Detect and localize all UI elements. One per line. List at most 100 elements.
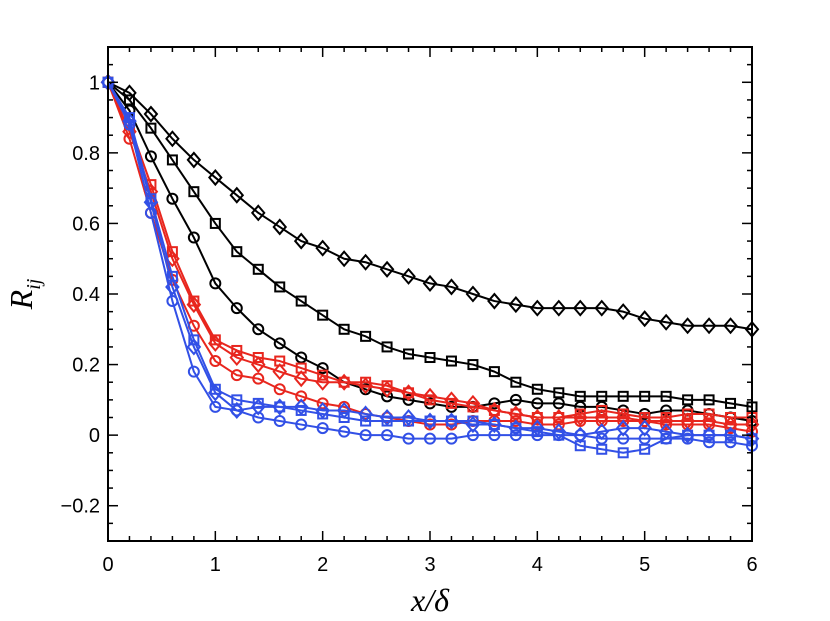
data-point-black-square [660,390,672,402]
data-point-blue-square [639,443,651,455]
data-point-black-square [467,359,479,371]
x-tick-label: 4 [532,554,543,576]
x-tick-label: 5 [639,554,650,576]
x-tick-label: 1 [210,554,221,576]
data-point-red-square [553,412,565,423]
data-point-blue-circle [295,418,308,431]
series-line-red-diamond [107,81,752,426]
data-point-black-square [574,390,586,402]
data-point-red-diamond [293,370,309,388]
data-point-black-circle [273,337,286,350]
data-point-blue-square [338,412,350,423]
data-point-red-square [424,394,436,406]
data-point-black-square [639,390,651,402]
data-point-red-square [317,369,329,381]
data-point-black-circle [144,150,157,163]
data-point-black-diamond [422,274,438,292]
data-point-blue-square [703,429,715,441]
data-point-red-square [467,401,479,413]
data-point-blue-circle [466,429,479,442]
data-point-black-circle [488,397,501,410]
data-point-blue-square [725,429,737,441]
y-axis-label-subscript: ij [23,278,45,290]
data-point-red-diamond [422,387,438,405]
data-point-blue-circle [595,432,608,445]
data-point-blue-circle [552,429,565,442]
data-point-black-square [231,246,243,258]
data-point-black-diamond [465,285,481,303]
data-point-blue-circle [574,429,587,442]
data-point-blue-circle [402,432,415,445]
data-point-blue-circle [703,436,716,449]
series-black-circle [102,76,758,428]
data-point-black-circle [230,302,243,315]
data-point-black-square [510,376,522,388]
data-point-red-circle [660,418,673,431]
data-point-blue-square [274,401,286,413]
data-point-black-circle [252,323,265,336]
y-tick-labels: −0.2 0 0.2 0.4 0.6 0.8 1 [61,72,100,517]
data-point-black-square [252,263,264,275]
data-point-red-square [209,334,221,346]
data-point-blue-circle [166,295,179,308]
data-point-black-square [166,154,178,166]
data-point-blue-square [510,422,522,434]
data-point-black-diamond [658,313,674,331]
data-point-black-square [424,352,436,364]
data-point-black-square [381,341,393,353]
data-point-red-square [725,412,737,423]
data-point-black-diamond [336,250,352,268]
series-layer [100,73,760,459]
data-point-blue-circle [445,432,458,445]
data-point-black-diamond [508,296,524,314]
data-point-black-square [317,309,329,321]
data-point-black-diamond [680,317,695,335]
data-point-red-square [295,362,307,374]
data-point-blue-circle [509,429,522,442]
data-point-blue-circle [488,429,501,442]
data-point-red-circle [252,372,265,385]
data-point-red-square [231,344,243,356]
data-point-black-square [445,355,457,367]
data-point-blue-circle [424,432,436,445]
data-point-red-square [381,380,393,392]
data-point-red-square [510,408,522,420]
y-axis-label-main: R [3,289,39,310]
data-point-blue-square [360,415,372,427]
data-point-blue-square [381,415,393,427]
data-point-black-square [295,295,307,307]
data-point-black-diamond [701,317,717,335]
data-point-red-circle [617,415,630,428]
data-point-blue-square [252,397,264,409]
data-point-black-diamond [723,317,738,335]
data-point-red-square [188,295,200,307]
data-point-blue-circle [638,432,651,445]
data-point-red-square [596,404,608,416]
data-point-red-circle [273,383,286,396]
data-point-black-square [488,366,500,378]
data-point-black-square [596,390,608,402]
data-point-blue-square [574,440,586,452]
y-tick-label: 0.2 [72,355,100,377]
data-point-black-diamond [615,303,631,321]
data-point-red-diamond [272,363,288,381]
data-point-blue-circle [338,425,351,438]
data-point-black-square [338,323,350,335]
data-point-red-circle [724,422,737,435]
data-point-black-diamond [272,218,288,236]
data-point-black-square [531,383,543,395]
series-blue-square [102,76,758,459]
data-point-black-circle [509,393,522,406]
data-point-blue-square [403,415,415,427]
data-point-black-circle [295,351,308,364]
data-point-black-circle [166,192,179,205]
y-tick-label: −0.2 [61,496,100,518]
x-axis-label: x/δ [410,582,450,618]
series-line-black-square [107,81,753,408]
data-point-black-diamond [551,299,567,317]
data-point-black-circle [402,393,415,406]
data-point-black-square [123,94,135,106]
data-point-black-square [145,122,157,134]
data-point-blue-diamond [551,423,567,441]
